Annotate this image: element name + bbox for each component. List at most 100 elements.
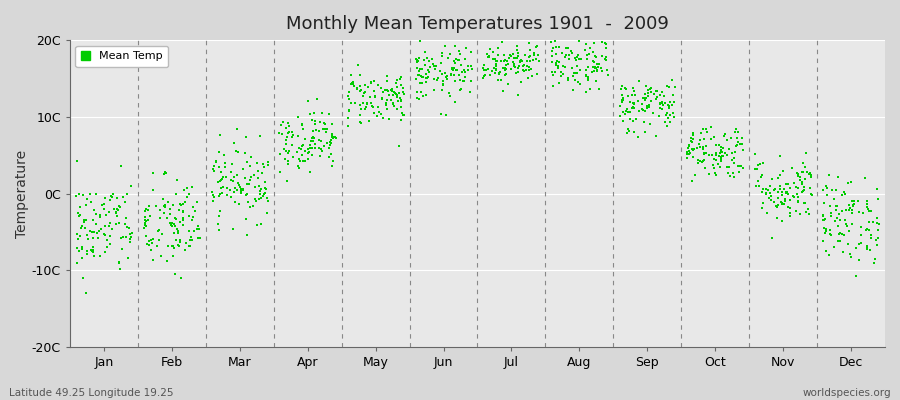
Point (90, 234, 104, 241)
Point (546, 44, 561, 51)
Point (110, 195, 124, 201)
Point (258, 189, 273, 196)
Point (663, 112, 678, 119)
Point (706, 162, 721, 168)
Point (414, 72, 428, 79)
Point (139, 208, 153, 214)
Point (212, 227, 226, 233)
Point (176, 217, 190, 223)
Point (163, 220, 177, 226)
Point (73, 212, 87, 218)
Point (572, 81, 587, 88)
Point (356, 93, 371, 99)
Point (831, 222, 845, 229)
Point (164, 222, 178, 228)
Point (705, 152, 719, 158)
Point (842, 228, 857, 234)
Point (86, 246, 100, 253)
Point (783, 212, 797, 219)
Point (141, 238, 156, 244)
Point (448, 99, 463, 106)
Point (691, 159, 706, 166)
Point (79, 251, 94, 258)
Point (88, 220, 103, 227)
Point (256, 170, 270, 176)
Point (522, 58, 536, 64)
Point (439, 72, 454, 79)
Point (572, 38, 586, 44)
Point (521, 66, 535, 73)
Point (763, 190, 778, 196)
Point (97, 249, 112, 256)
Point (692, 141, 706, 147)
Point (566, 73, 580, 80)
Point (392, 76, 407, 82)
Point (411, 72, 426, 79)
Point (326, 135, 340, 142)
Point (464, 63, 478, 69)
Point (169, 176, 184, 183)
Point (412, 96, 427, 102)
Point (158, 202, 172, 209)
Point (574, 56, 589, 62)
Point (785, 165, 799, 171)
Point (492, 71, 507, 77)
Point (416, 93, 430, 99)
Point (708, 150, 723, 156)
Point (277, 146, 292, 152)
Point (507, 55, 521, 61)
Point (590, 64, 605, 70)
Point (839, 207, 853, 213)
Point (454, 86, 468, 92)
Point (595, 68, 609, 74)
Point (638, 97, 652, 104)
Point (373, 109, 387, 116)
Point (856, 210, 870, 216)
Point (239, 216, 254, 222)
Point (387, 89, 401, 95)
Point (697, 151, 711, 158)
Point (665, 91, 680, 98)
Point (414, 89, 428, 96)
Point (396, 112, 410, 118)
Point (782, 210, 796, 216)
Point (421, 67, 436, 73)
Point (615, 92, 629, 98)
Point (755, 189, 770, 195)
Point (709, 142, 724, 149)
Point (392, 90, 407, 96)
Point (100, 244, 114, 250)
Point (436, 81, 450, 87)
Point (666, 110, 680, 116)
Point (325, 163, 339, 169)
Point (150, 243, 165, 249)
Point (644, 98, 658, 104)
Point (445, 64, 459, 71)
Point (219, 174, 233, 180)
Point (526, 50, 541, 56)
Point (796, 187, 811, 193)
Point (724, 134, 738, 141)
Point (500, 80, 515, 87)
Point (511, 92, 526, 98)
Point (659, 112, 673, 119)
Point (511, 53, 526, 60)
Point (508, 64, 523, 70)
Point (775, 201, 789, 207)
Point (114, 162, 129, 169)
Point (736, 147, 751, 153)
Point (169, 190, 184, 197)
Point (434, 111, 448, 117)
Point (685, 178, 699, 184)
Point (660, 123, 674, 130)
Point (395, 110, 410, 116)
Point (298, 148, 312, 154)
Point (281, 158, 295, 165)
Point (248, 196, 262, 202)
Point (649, 88, 663, 94)
Point (323, 142, 338, 148)
Point (618, 111, 633, 118)
Point (137, 225, 151, 232)
Point (565, 64, 580, 71)
Point (722, 146, 736, 152)
